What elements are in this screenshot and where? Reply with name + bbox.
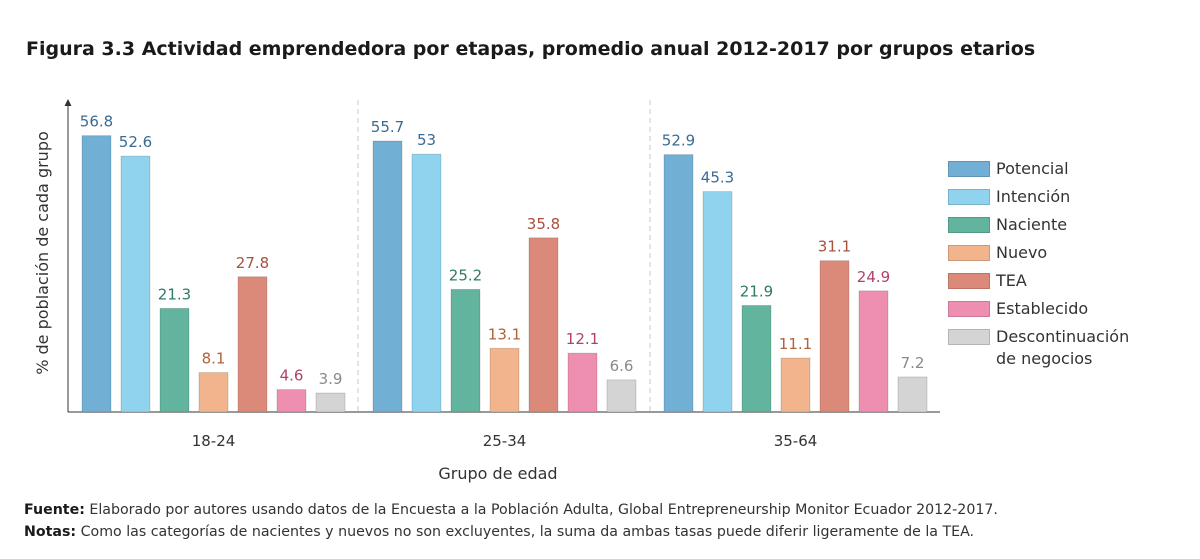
legend-swatch xyxy=(948,329,990,345)
data-label-18-24-3: 8.1 xyxy=(202,350,226,368)
bar-25-34-2 xyxy=(450,289,481,413)
notes-line: Notas: Como las categorías de nacientes … xyxy=(24,521,998,543)
bar-35-64-4 xyxy=(819,260,850,413)
legend-label: TEA xyxy=(996,271,1027,290)
y-axis-title: % de población de cada grupo xyxy=(33,131,52,375)
x-tick-label-2: 35-64 xyxy=(774,432,818,450)
data-label-35-64-3: 11.1 xyxy=(779,335,812,353)
legend-label: Naciente xyxy=(996,215,1068,234)
notes-label: Notas: xyxy=(24,524,77,540)
bar-18-24-3 xyxy=(198,372,229,413)
bar-25-34-4 xyxy=(528,237,559,413)
data-label-35-64-0: 52.9 xyxy=(662,132,695,150)
legend-swatch xyxy=(948,189,990,205)
data-label-18-24-2: 21.3 xyxy=(158,285,191,303)
bar-35-64-6 xyxy=(897,376,928,413)
legend-swatch xyxy=(948,217,990,233)
data-label-25-34-6: 6.6 xyxy=(610,357,634,375)
bar-18-24-4 xyxy=(237,276,268,413)
data-label-25-34-5: 12.1 xyxy=(566,330,599,348)
x-axis-title: Grupo de edad xyxy=(438,464,557,483)
bar-18-24-6 xyxy=(315,392,346,413)
data-label-25-34-3: 13.1 xyxy=(488,325,521,343)
source-label: Fuente: xyxy=(24,502,85,518)
legend-swatch xyxy=(948,301,990,317)
bar-25-34-6 xyxy=(606,379,637,413)
data-label-25-34-1: 53 xyxy=(417,131,436,149)
data-label-35-64-4: 31.1 xyxy=(818,238,851,256)
legend-label: Potencial xyxy=(996,159,1069,178)
data-label-18-24-6: 3.9 xyxy=(319,370,343,388)
data-label-35-64-6: 7.2 xyxy=(901,354,925,372)
data-label-25-34-0: 55.7 xyxy=(371,118,404,136)
bar-35-64-1 xyxy=(702,191,733,413)
legend-label: Nuevo xyxy=(996,243,1048,262)
bar-35-64-5 xyxy=(858,290,889,413)
chart-title: Figura 3.3 Actividad emprendedora por et… xyxy=(26,38,1036,60)
legend-swatch xyxy=(948,161,990,177)
legend-label: Descontinuación de negocios xyxy=(996,327,1130,368)
legend-label: Intención xyxy=(996,187,1071,206)
source-text: Elaborado por autores usando datos de la… xyxy=(84,502,998,518)
data-label-18-24-4: 27.8 xyxy=(236,254,269,272)
bar-25-34-3 xyxy=(489,347,520,413)
data-label-35-64-2: 21.9 xyxy=(740,282,773,300)
x-tick-label-1: 25-34 xyxy=(483,432,527,450)
data-label-18-24-1: 52.6 xyxy=(119,133,152,151)
y-axis-arrow xyxy=(64,99,72,106)
notes-text: Como las categorías de nacientes y nuevo… xyxy=(76,524,975,540)
bar-25-34-5 xyxy=(567,352,598,413)
data-label-18-24-0: 56.8 xyxy=(80,113,113,131)
bar-18-24-0 xyxy=(81,135,112,413)
bar-35-64-0 xyxy=(663,154,694,413)
source-line: Fuente: Elaborado por autores usando dat… xyxy=(24,499,998,521)
data-label-18-24-5: 4.6 xyxy=(280,367,304,385)
bar-25-34-0 xyxy=(372,140,403,413)
legend-swatch xyxy=(948,245,990,261)
data-label-35-64-1: 45.3 xyxy=(701,169,734,187)
bar-35-64-2 xyxy=(741,305,772,413)
data-label-25-34-4: 35.8 xyxy=(527,215,560,233)
bar-18-24-5 xyxy=(276,389,307,413)
bar-18-24-1 xyxy=(120,155,151,413)
bar-18-24-2 xyxy=(159,307,190,413)
data-label-35-64-5: 24.9 xyxy=(857,268,890,286)
legend-label: Establecido xyxy=(996,299,1089,318)
x-tick-label-0: 18-24 xyxy=(192,432,236,450)
bar-35-64-3 xyxy=(780,357,811,413)
legend-swatch xyxy=(948,273,990,289)
figure-notes: Fuente: Elaborado por autores usando dat… xyxy=(24,499,998,543)
bar-25-34-1 xyxy=(411,153,442,413)
data-label-25-34-2: 25.2 xyxy=(449,266,482,284)
